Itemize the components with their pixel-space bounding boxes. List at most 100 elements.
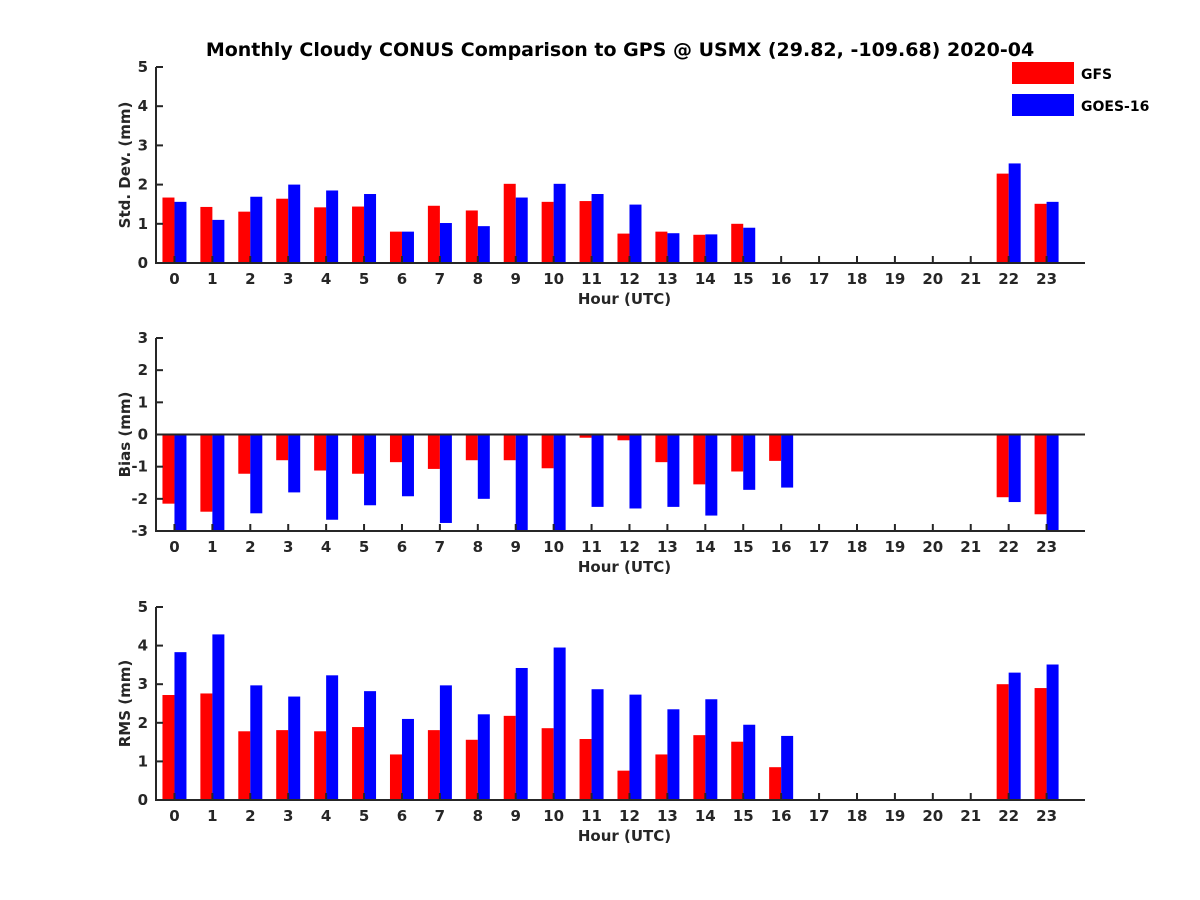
bias-x-tick-label: 22 [998,538,1019,556]
rms-x-tick-label: 5 [359,807,369,825]
std-dev-x-tick-label: 17 [809,270,830,288]
chart-title: Monthly Cloudy CONUS Comparison to GPS @… [206,39,1034,61]
rms-bar-gfs-7 [427,730,440,800]
bias-bar-gfs-13 [655,434,668,463]
rms-bar-goes16-6 [401,718,414,800]
bias-x-tick-label: 19 [884,538,905,556]
bias-x-tick-label: 0 [169,538,179,556]
std-dev-bar-goes16-2 [250,196,263,263]
std-dev-bar-goes16-3 [288,184,301,263]
std-dev-bar-goes16-10 [553,183,566,263]
rms-x-tick-label: 7 [435,807,445,825]
bias-x-tick-label: 17 [809,538,830,556]
rms-x-tick-label: 14 [695,807,716,825]
std-dev-x-tick-label: 10 [543,270,564,288]
bias-bar-goes16-23 [1046,434,1059,531]
rms-x-tick-label: 2 [245,807,255,825]
bias-bar-gfs-9 [503,434,516,461]
bias-y-axis-label: Bias (mm) [116,392,134,478]
bias-bar-goes16-12 [629,434,642,509]
legend-label-goes16: GOES-16 [1081,99,1149,115]
rms-x-tick-label: 13 [657,807,678,825]
rms-bar-gfs-1 [200,693,213,800]
rms-x-tick-label: 21 [960,807,981,825]
bias-x-tick-label: 8 [473,538,483,556]
std-dev-x-tick-label: 21 [960,270,981,288]
std-dev-bar-goes16-8 [477,226,490,263]
bias-y-tick-label: -2 [131,490,148,508]
rms-bar-goes16-14 [705,699,718,800]
std-dev-y-tick-label: 4 [138,97,148,115]
rms-bar-gfs-11 [579,739,592,800]
rms-x-tick-label: 0 [169,807,179,825]
std-dev-bar-goes16-13 [667,233,680,263]
std-dev-y-tick-label: 0 [138,254,148,272]
rms-x-tick-label: 8 [473,807,483,825]
bias-x-tick-label: 7 [435,538,445,556]
std-dev-x-tick-label: 13 [657,270,678,288]
std-dev-y-tick-label: 2 [138,176,148,194]
bias-bar-gfs-3 [276,434,289,461]
rms-bar-gfs-13 [655,754,668,800]
rms-bar-gfs-14 [693,735,706,800]
std-dev-bar-gfs-7 [427,205,440,263]
rms-bar-goes16-4 [326,675,339,800]
rms-bar-gfs-12 [617,770,630,800]
bias-x-tick-label: 10 [543,538,564,556]
rms-bar-gfs-4 [314,731,327,800]
std-dev-x-tick-label: 18 [847,270,868,288]
std-dev-bar-gfs-4 [314,207,327,263]
bias-y-tick-label: -1 [131,458,148,476]
std-dev-bar-goes16-22 [1008,163,1021,263]
std-dev-x-tick-label: 5 [359,270,369,288]
std-dev-bar-goes16-1 [212,219,225,263]
bias-x-tick-label: 16 [771,538,792,556]
bias-y-tick-label: 2 [138,361,148,379]
std-dev-bar-gfs-15 [731,223,744,263]
rms-x-tick-label: 16 [771,807,792,825]
bias-bar-goes16-2 [250,434,263,514]
rms-x-tick-label: 20 [922,807,943,825]
rms-x-tick-label: 19 [884,807,905,825]
bias-bar-gfs-14 [693,434,706,485]
rms-bar-gfs-15 [731,741,744,800]
bias-x-tick-label: 1 [207,538,217,556]
rms-y-tick-label: 1 [138,752,148,770]
rms-x-tick-label: 10 [543,807,564,825]
bias-y-tick-label: -3 [131,522,148,540]
rms-bar-goes16-9 [515,667,528,800]
std-dev-x-tick-label: 7 [435,270,445,288]
bias-x-tick-label: 13 [657,538,678,556]
bias-bar-goes16-16 [781,434,794,488]
bias-bar-goes16-10 [553,434,566,531]
std-dev-bar-gfs-0 [162,197,175,263]
std-dev-bar-gfs-8 [465,210,478,263]
rms-bar-goes16-22 [1008,672,1021,800]
std-dev-bar-goes16-7 [439,223,452,263]
std-dev-bar-goes16-15 [743,227,756,263]
rms-y-tick-label: 2 [138,714,148,732]
rms-bar-gfs-8 [465,739,478,800]
std-dev-x-axis-label: Hour (UTC) [578,290,671,308]
std-dev-x-tick-label: 11 [581,270,602,288]
rms-x-axis-label: Hour (UTC) [578,827,671,845]
std-dev-x-tick-label: 2 [245,270,255,288]
bias-bar-goes16-7 [439,434,452,523]
legend-swatch-goes16 [1012,94,1074,116]
bias-bar-goes16-15 [743,434,756,490]
rms-bar-gfs-23 [1034,688,1047,800]
bias-x-tick-label: 15 [733,538,754,556]
legend-swatch-gfs [1012,62,1074,84]
rms-bar-goes16-12 [629,694,642,800]
bias-bar-goes16-13 [667,434,680,507]
bias-bar-gfs-5 [352,434,365,474]
std-dev-x-tick-label: 15 [733,270,754,288]
rms-bar-gfs-16 [769,767,782,800]
bias-y-tick-label: 0 [138,426,148,444]
rms-bar-goes16-8 [477,714,490,800]
rms-bar-goes16-11 [591,689,604,800]
rms-bar-goes16-16 [781,735,794,800]
